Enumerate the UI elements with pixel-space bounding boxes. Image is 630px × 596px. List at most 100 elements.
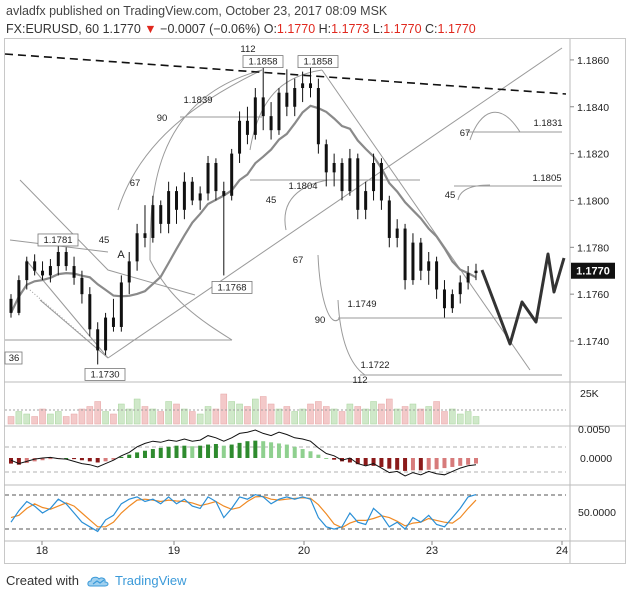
low-value: 1.1770 [383,22,422,36]
price-tick-label: 1.1800 [577,195,609,207]
candle-body [340,162,344,192]
macd-histogram-bar [229,444,234,458]
macd-histogram-bar [166,446,171,458]
price-label-box [242,55,284,68]
macd-signal-line [10,429,477,477]
macd-histogram-bar [316,454,321,458]
volume-bar [157,411,164,425]
gann-arc [149,259,233,341]
candle-body [419,242,423,271]
macd-histogram-bar [403,458,408,471]
candle-body [277,92,281,131]
volume-bar [204,406,212,425]
volume-bar [425,406,432,425]
volume-bar [362,408,369,425]
candle-body [238,120,242,154]
high-label: H: [318,22,332,36]
volume-bar [401,406,409,425]
volume-bar [393,408,401,425]
angle-label: 90 [315,315,326,326]
volume-bar [141,406,149,425]
projection-zigzag [480,252,566,346]
macd-histogram-bar [24,458,29,464]
macd-histogram-bar [347,458,352,463]
tradingview-brand[interactable]: TradingView [114,573,187,588]
volume-bar [78,408,86,425]
publisher-line: avladfx published on TradingView.com, Oc… [6,4,388,18]
volume-bar [94,401,101,425]
candle-body [159,205,163,224]
candle-body [403,228,407,281]
macd-histogram-bar [198,445,203,458]
dashed-trendline [4,53,567,95]
close-label: C: [425,22,438,36]
macd-histogram-bar [111,458,116,460]
volume-bar [330,408,338,425]
volume-bar [125,408,133,425]
candle-body [411,242,415,281]
price-label-box [84,368,126,381]
macd-histogram-bar [253,440,258,458]
macd-histogram-bar [332,458,337,460]
volume-bar [236,403,243,425]
volume-bar [307,403,314,425]
candle-body [41,270,45,276]
candles-group [9,64,478,365]
candle-body [245,120,249,135]
volume-bar [433,401,440,425]
macd-histogram-bar [434,458,439,470]
macd-histogram-bar [64,458,69,459]
fan-line [321,69,531,371]
candle-body [435,261,439,290]
macd-histogram-bar [9,458,13,464]
price-tick-label: 1.1780 [577,242,609,254]
fan-line [19,179,196,296]
candle-body [474,270,478,274]
macd-histogram-bar [142,450,147,458]
macd-histogram-bar [371,458,376,466]
chart-frame [4,38,626,564]
candle-body [293,88,297,107]
macd-histogram-bar [48,458,53,460]
candle-body [301,83,305,89]
dotted-line [29,289,109,359]
stoch-k-line [10,493,477,533]
low-label: L: [372,22,384,36]
price-label: 1.1858 [303,57,332,68]
candle-body [222,191,226,196]
volume-bar [23,413,31,425]
fan-line [107,47,563,359]
price-label: 1.1805 [532,173,561,184]
volume-bar [409,403,417,425]
gann-arc [149,69,263,261]
open-label: O: [263,22,277,36]
candle-body [190,181,194,201]
candle-body [261,97,265,117]
down-arrow-icon: ▼ [144,22,157,36]
candle-body [364,191,368,210]
macd-histogram-bar [182,445,187,458]
price-tick-label: 1.1760 [577,289,609,301]
price-label: 1.1749 [347,299,376,310]
fan-line [25,259,109,359]
candle-body [285,92,289,107]
price-label-box [211,281,253,294]
volume-bar [275,408,283,425]
gann-arc [317,254,341,321]
volume-bar [299,408,306,425]
candle-body [387,200,391,238]
gann-arc [249,69,323,151]
macd-histogram-bar [245,441,250,458]
candle-body [96,329,100,351]
macd-histogram-bar [300,449,305,458]
volume-bar [228,401,235,425]
macd-histogram-bar [127,454,132,458]
candle-body [17,280,21,313]
volume-bar [189,411,196,425]
price-tick-label: 1.1840 [577,102,609,114]
volume-bar [55,411,62,425]
candle-body [253,97,257,135]
volume-bar [386,398,393,425]
candle-body [182,181,186,210]
